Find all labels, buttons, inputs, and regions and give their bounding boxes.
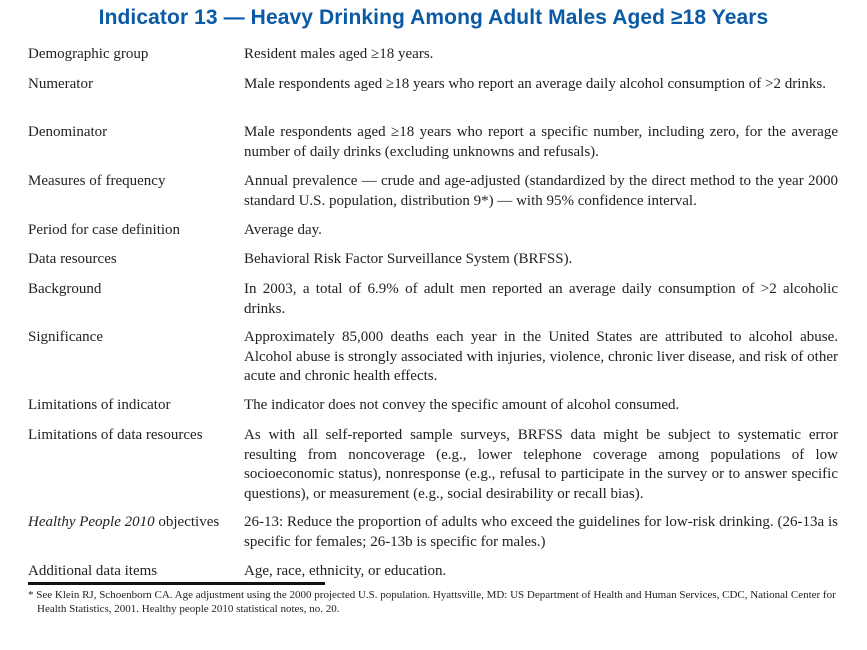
row-value: The indicator does not convey the specif… — [244, 397, 680, 413]
row-value: Annual prevalence — crude and age-adjust… — [244, 173, 838, 209]
row-label: Limitations of indicator — [28, 397, 171, 413]
row-label: Additional data items — [28, 563, 158, 579]
footnote: * See Klein RJ, Schoenborn CA. Age adjus… — [28, 589, 836, 615]
row-value: Approximately 85,000 deaths each year in… — [244, 329, 838, 384]
row-value: Age, race, ethnicity, or education. — [244, 563, 447, 579]
row-value: Average day. — [244, 222, 322, 238]
row-label-rest: objectives — [154, 514, 220, 530]
footnote-divider — [28, 582, 325, 585]
row-label: Numerator — [28, 76, 93, 92]
row-label: Denominator — [28, 124, 108, 140]
row-value: Resident males aged ≥18 years. — [244, 46, 434, 62]
page-title: Indicator 13 — Heavy Drinking Among Adul… — [98, 6, 769, 29]
row-value: In 2003, a total of 6.9% of adult men re… — [244, 281, 838, 317]
row-label: Period for case definition — [28, 222, 181, 238]
row-label: Limitations of data resources — [28, 427, 203, 443]
row-label: Measures of frequency — [28, 173, 166, 189]
row-value: Male respondents aged ≥18 years who repo… — [244, 76, 826, 92]
row-value: Male respondents aged ≥18 years who repo… — [244, 124, 838, 160]
row-label: Demographic group — [28, 46, 149, 62]
row-label-italic: Healthy People 2010 — [28, 514, 155, 530]
row-value: Behavioral Risk Factor Surveillance Syst… — [244, 251, 573, 267]
row-value: As with all self-reported sample surveys… — [244, 427, 838, 502]
row-label: Data resources — [28, 251, 117, 267]
row-value: 26-13: Reduce the proportion of adults w… — [244, 514, 838, 550]
row-label: Background — [28, 281, 102, 297]
row-label: Healthy People 2010 objectives — [28, 513, 238, 533]
row-label: Significance — [28, 329, 103, 345]
